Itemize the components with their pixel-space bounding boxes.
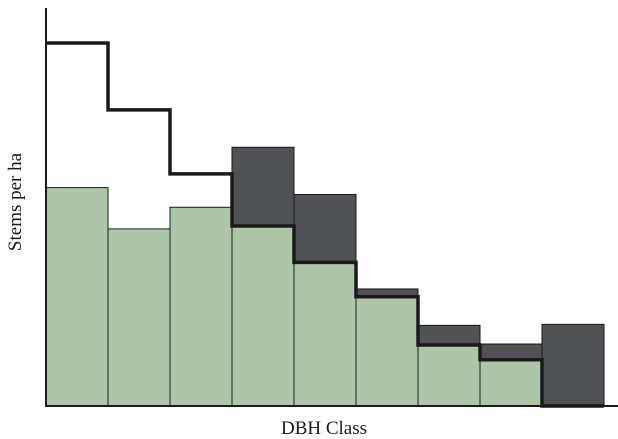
green-bar-3 <box>169 206 233 407</box>
green-bar-7 <box>417 344 481 407</box>
green-bar-1 <box>45 187 109 407</box>
y-axis-title: Stems per ha <box>5 152 26 251</box>
green-bar-4 <box>231 225 295 407</box>
green-bar-2 <box>107 228 171 407</box>
axes-layer <box>45 8 618 407</box>
green-bar-8 <box>479 359 543 407</box>
bars-layer <box>45 146 605 407</box>
step-line-layer <box>46 41 604 408</box>
step-line <box>46 41 604 408</box>
green-bar-5 <box>293 261 357 407</box>
green-bar-6 <box>355 296 419 407</box>
dark-bar-9 <box>541 323 605 407</box>
x-axis-title: DBH Class <box>281 418 367 439</box>
